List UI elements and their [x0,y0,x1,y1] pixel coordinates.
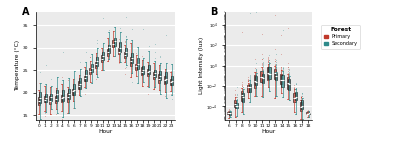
PathPatch shape [288,79,290,90]
PathPatch shape [141,67,143,75]
PathPatch shape [49,95,51,104]
PathPatch shape [62,90,64,101]
PathPatch shape [91,64,93,72]
PathPatch shape [74,84,76,95]
Legend: Primary, Secondary: Primary, Secondary [321,25,360,49]
PathPatch shape [66,93,68,102]
PathPatch shape [160,71,162,80]
PathPatch shape [90,68,92,74]
PathPatch shape [247,85,250,92]
PathPatch shape [158,74,160,83]
PathPatch shape [267,67,269,80]
PathPatch shape [131,53,133,62]
PathPatch shape [39,92,41,103]
PathPatch shape [147,68,149,76]
PathPatch shape [84,75,86,81]
X-axis label: Hour: Hour [262,129,276,134]
PathPatch shape [228,112,230,114]
PathPatch shape [55,96,57,103]
PathPatch shape [235,103,238,108]
PathPatch shape [274,69,276,79]
PathPatch shape [260,71,263,82]
PathPatch shape [280,74,282,84]
PathPatch shape [165,72,167,83]
PathPatch shape [130,57,132,66]
PathPatch shape [171,76,173,85]
PathPatch shape [254,75,256,88]
PathPatch shape [229,112,231,115]
PathPatch shape [300,102,302,111]
PathPatch shape [118,48,120,54]
PathPatch shape [136,58,138,69]
X-axis label: Hour: Hour [98,129,112,134]
PathPatch shape [114,38,116,46]
PathPatch shape [268,67,270,79]
PathPatch shape [101,55,103,62]
PathPatch shape [170,79,172,85]
PathPatch shape [61,94,63,102]
PathPatch shape [68,89,70,99]
PathPatch shape [107,49,109,56]
PathPatch shape [301,100,304,109]
PathPatch shape [154,69,156,77]
PathPatch shape [50,94,52,101]
PathPatch shape [125,48,127,56]
PathPatch shape [275,73,277,80]
PathPatch shape [255,76,258,85]
PathPatch shape [78,81,80,89]
PathPatch shape [142,66,144,74]
PathPatch shape [102,52,104,60]
PathPatch shape [287,77,289,89]
Text: B: B [210,7,217,17]
PathPatch shape [248,84,251,92]
PathPatch shape [45,94,47,102]
PathPatch shape [119,42,121,52]
Y-axis label: Temperature (°C): Temperature (°C) [15,40,20,91]
PathPatch shape [294,92,297,100]
PathPatch shape [38,97,40,105]
PathPatch shape [72,89,74,95]
PathPatch shape [135,64,137,70]
PathPatch shape [44,96,46,102]
PathPatch shape [241,91,243,101]
PathPatch shape [96,57,98,66]
PathPatch shape [85,70,87,81]
Y-axis label: Light Intensity (lux): Light Intensity (lux) [198,37,204,94]
PathPatch shape [282,75,284,87]
PathPatch shape [164,76,166,84]
PathPatch shape [308,113,310,114]
PathPatch shape [293,93,296,102]
PathPatch shape [242,93,244,102]
PathPatch shape [95,61,97,68]
PathPatch shape [234,100,236,107]
Text: A: A [22,7,30,17]
PathPatch shape [79,78,81,89]
PathPatch shape [56,90,58,101]
PathPatch shape [152,72,154,79]
PathPatch shape [148,65,150,74]
PathPatch shape [108,45,110,53]
PathPatch shape [124,52,126,58]
PathPatch shape [306,112,309,114]
PathPatch shape [262,74,264,83]
PathPatch shape [112,40,114,47]
